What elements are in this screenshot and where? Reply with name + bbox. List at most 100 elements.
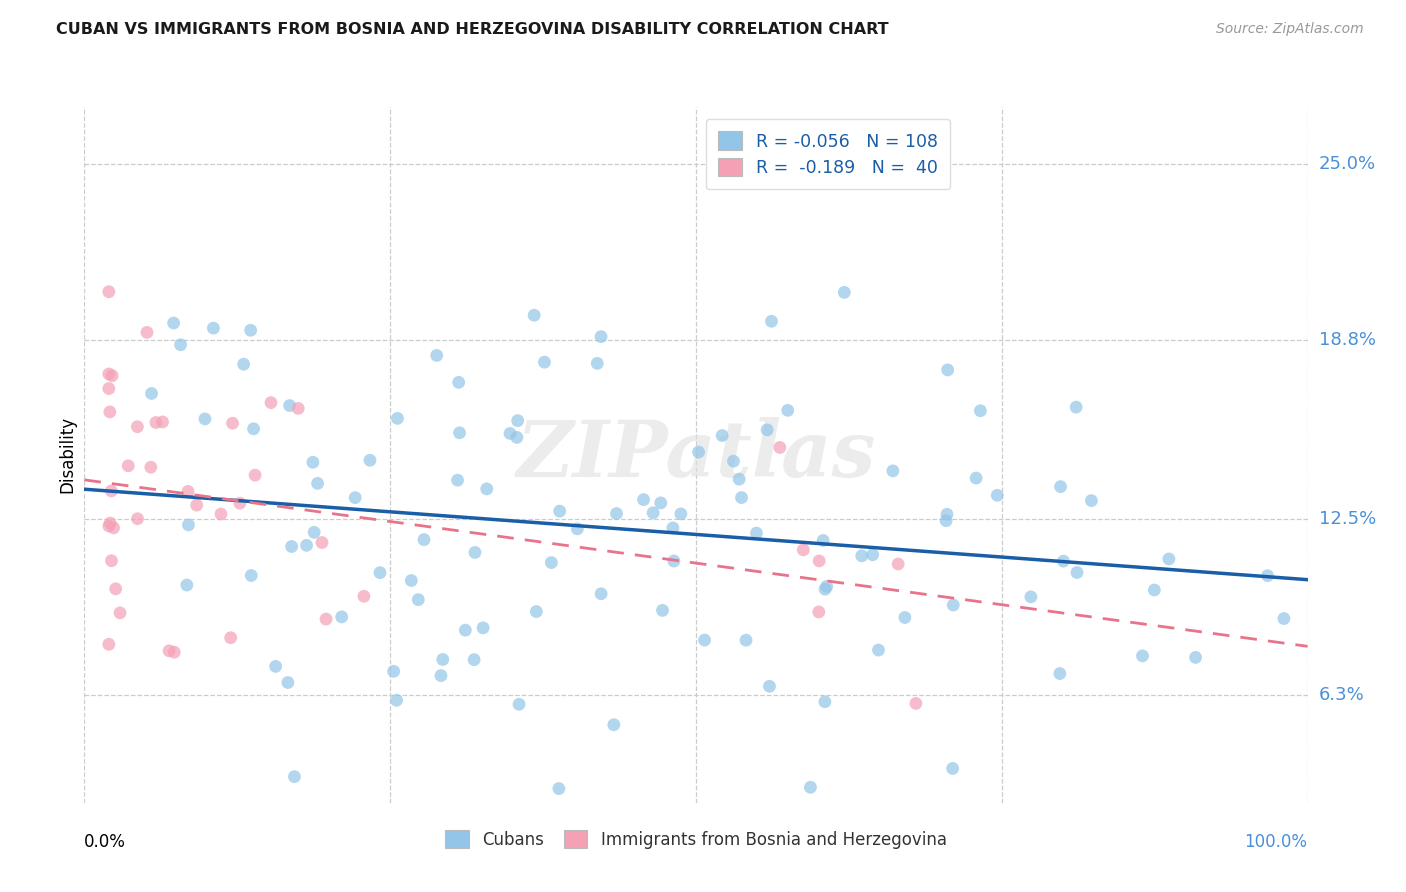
- Point: [711, 428, 734, 442]
- Point: [1080, 493, 1102, 508]
- Point: [104, 582, 127, 596]
- Point: [97, 382, 120, 396]
- Point: [162, 316, 184, 330]
- Point: [283, 770, 305, 784]
- Point: [728, 472, 751, 486]
- Point: [969, 403, 991, 417]
- Point: [344, 491, 367, 505]
- Point: [472, 621, 495, 635]
- Point: [1132, 648, 1154, 663]
- Point: [815, 579, 838, 593]
- Point: [177, 484, 200, 499]
- Point: [862, 548, 884, 562]
- Point: [965, 471, 987, 485]
- Point: [688, 445, 710, 459]
- Point: [97, 519, 120, 533]
- Point: [606, 507, 628, 521]
- Point: [387, 411, 409, 425]
- Point: [1143, 582, 1166, 597]
- Point: [1272, 611, 1295, 625]
- Point: [1019, 590, 1042, 604]
- Point: [603, 718, 626, 732]
- Point: [548, 504, 571, 518]
- Point: [186, 498, 208, 512]
- Point: [127, 512, 149, 526]
- Point: [1049, 666, 1071, 681]
- Point: [139, 460, 162, 475]
- Point: [662, 554, 685, 568]
- Point: [761, 314, 783, 328]
- Point: [385, 693, 408, 707]
- Point: [100, 554, 122, 568]
- Point: [986, 488, 1008, 502]
- Point: [1257, 568, 1279, 582]
- Point: [567, 522, 589, 536]
- Point: [194, 412, 217, 426]
- Point: [904, 697, 927, 711]
- Point: [101, 368, 124, 383]
- Point: [136, 326, 159, 340]
- Text: 25.0%: 25.0%: [1319, 155, 1376, 173]
- Point: [169, 338, 191, 352]
- Point: [177, 517, 200, 532]
- Point: [756, 423, 779, 437]
- Text: CUBAN VS IMMIGRANTS FROM BOSNIA AND HERZEGOVINA DISABILITY CORRELATION CHART: CUBAN VS IMMIGRANTS FROM BOSNIA AND HERZ…: [56, 22, 889, 37]
- Point: [936, 508, 959, 522]
- Point: [586, 356, 609, 370]
- Point: [97, 285, 120, 299]
- Point: [202, 321, 225, 335]
- Point: [758, 679, 780, 693]
- Point: [533, 355, 555, 369]
- Text: 100.0%: 100.0%: [1244, 833, 1308, 851]
- Point: [302, 525, 325, 540]
- Text: Source: ZipAtlas.com: Source: ZipAtlas.com: [1216, 22, 1364, 37]
- Point: [447, 376, 470, 390]
- Point: [413, 533, 436, 547]
- Point: [98, 516, 121, 530]
- Point: [264, 659, 287, 673]
- Point: [449, 425, 471, 440]
- Point: [1052, 554, 1074, 568]
- Point: [260, 395, 283, 409]
- Point: [242, 422, 264, 436]
- Point: [311, 535, 333, 549]
- Point: [152, 415, 174, 429]
- Point: [868, 643, 890, 657]
- Point: [103, 521, 125, 535]
- Point: [382, 665, 405, 679]
- Y-axis label: Disability: Disability: [58, 417, 76, 493]
- Point: [232, 357, 254, 371]
- Legend: Cubans, Immigrants from Bosnia and Herzegovina: Cubans, Immigrants from Bosnia and Herze…: [437, 822, 955, 857]
- Point: [240, 568, 263, 582]
- Point: [353, 589, 375, 603]
- Point: [1184, 650, 1206, 665]
- Point: [723, 454, 745, 468]
- Point: [745, 526, 768, 541]
- Point: [894, 610, 917, 624]
- Point: [506, 414, 529, 428]
- Point: [446, 473, 468, 487]
- Point: [547, 781, 569, 796]
- Point: [523, 308, 546, 322]
- Point: [108, 606, 131, 620]
- Point: [464, 545, 486, 559]
- Point: [430, 668, 453, 682]
- Point: [97, 367, 120, 381]
- Point: [243, 468, 266, 483]
- Point: [221, 416, 243, 430]
- Point: [832, 285, 855, 300]
- Point: [807, 605, 830, 619]
- Point: [887, 557, 910, 571]
- Point: [295, 538, 318, 552]
- Point: [401, 574, 423, 588]
- Point: [651, 603, 673, 617]
- Point: [229, 496, 252, 510]
- Point: [851, 549, 873, 563]
- Text: 12.5%: 12.5%: [1319, 510, 1376, 528]
- Point: [882, 464, 904, 478]
- Point: [524, 605, 547, 619]
- Point: [277, 675, 299, 690]
- Point: [141, 386, 163, 401]
- Point: [145, 416, 167, 430]
- Point: [1064, 400, 1087, 414]
